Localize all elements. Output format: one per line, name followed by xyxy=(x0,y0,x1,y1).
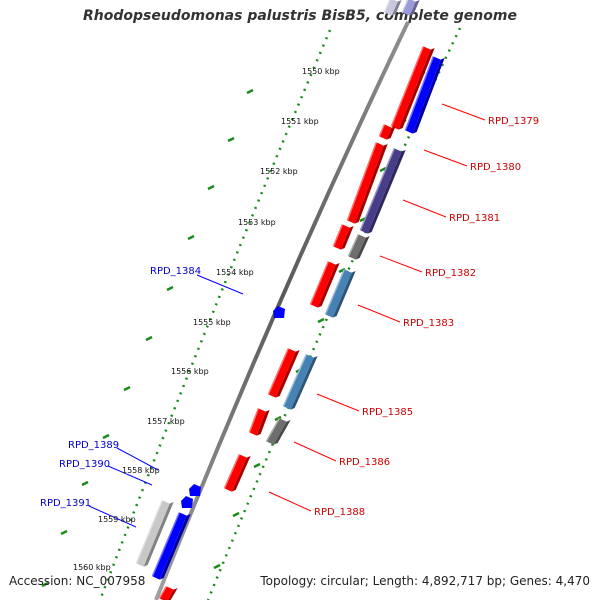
scale-label: 1557 kbp xyxy=(147,417,185,426)
scale-label: 1550 kbp xyxy=(302,67,340,76)
label-leader-line xyxy=(357,304,401,323)
gene-label-rpd-1384[interactable]: RPD_1384 xyxy=(150,266,201,277)
scale-ticks xyxy=(41,70,426,588)
gene-label-rpd-1379[interactable]: RPD_1379 xyxy=(488,116,539,127)
gene-label-rpd-1388[interactable]: RPD_1388 xyxy=(314,507,365,518)
scale-tick xyxy=(145,335,153,342)
gene-arrow-rpd-1380[interactable] xyxy=(404,56,445,134)
gene-label-rpd-1391[interactable]: RPD_1391 xyxy=(40,498,91,509)
gene-arrow-rpd-1379-tail[interactable] xyxy=(378,124,396,140)
gene-labels: RPD_1379 RPD_1380 RPD_1381 RPD_1382 RPD_1383… xyxy=(40,116,539,518)
label-leader-line xyxy=(116,447,159,471)
gene-arrow-rpd-1391-b[interactable] xyxy=(151,512,191,580)
scale-tick xyxy=(227,136,235,143)
gene-arrow-rpd-1383-b[interactable] xyxy=(324,269,356,318)
label-leader-line xyxy=(316,393,360,412)
gene-label-rpd-1383[interactable]: RPD_1383 xyxy=(403,318,454,329)
scale-tick xyxy=(274,415,282,422)
scale-tick xyxy=(60,529,68,536)
gene-arrow-top-faded-a[interactable] xyxy=(383,0,402,16)
scale-label: 1552 kbp xyxy=(260,167,298,176)
gene-arrow-rpd-1382[interactable] xyxy=(332,224,354,250)
gene-label-rpd-1390[interactable]: RPD_1390 xyxy=(59,459,110,470)
accession-text: Accession: NC_007958 xyxy=(9,574,146,588)
gene-leaders xyxy=(88,103,486,528)
scale-tick xyxy=(166,285,174,292)
gene-arrow-rpd-1390[interactable] xyxy=(181,496,193,508)
gene-arrow-rpd-1385-b[interactable] xyxy=(282,354,318,410)
scale-tick xyxy=(232,511,240,518)
scale-label: 1560 kbp xyxy=(73,563,111,572)
label-leader-line xyxy=(88,505,137,528)
gene-label-rpd-1380[interactable]: RPD_1380 xyxy=(470,162,521,173)
gene-arrow-rpd-1388[interactable] xyxy=(223,454,251,492)
gene-arrow-rpd-1386[interactable] xyxy=(248,408,270,436)
gene-arrow-rpd-1382-b[interactable] xyxy=(347,234,370,260)
scale-label: 1558 kbp xyxy=(122,466,160,475)
scale-tick xyxy=(379,166,387,173)
label-leader-line xyxy=(441,103,486,121)
label-leader-line xyxy=(402,199,447,218)
gene-arrow-rpd-1381-b[interactable] xyxy=(359,148,406,234)
scale-tick xyxy=(81,480,89,487)
topology-text: Topology: circular; Length: 4,892,717 bp… xyxy=(260,574,590,588)
label-leader-line xyxy=(196,274,244,295)
gene-label-rpd-1381[interactable]: RPD_1381 xyxy=(449,213,500,224)
gene-arrow-rpd-1389[interactable] xyxy=(189,484,201,496)
label-leader-line xyxy=(293,441,337,462)
scale-label: 1554 kbp xyxy=(216,268,254,277)
gene-label-rpd-1385[interactable]: RPD_1385 xyxy=(362,407,413,418)
scale-tick xyxy=(207,184,215,191)
gene-arrow-rpd-1384[interactable] xyxy=(273,306,285,318)
label-leader-line xyxy=(379,255,423,273)
gene-arrow-rpd-1386-b[interactable] xyxy=(265,417,291,445)
scale-labels: 1550 kbp 1551 kbp 1552 kbp 1553 kbp 1554 kbp… xyxy=(73,67,340,572)
scale-label: 1551 kbp xyxy=(281,117,319,126)
scale-label: 1553 kbp xyxy=(238,218,276,227)
gene-arrow-rpd-1383[interactable] xyxy=(309,261,340,308)
scale-tick xyxy=(102,433,110,440)
gene-arrow-rpd-1385[interactable] xyxy=(267,348,300,398)
scale-tick xyxy=(253,462,261,469)
gene-arrow-edge[interactable] xyxy=(158,585,178,600)
gene-arrows xyxy=(135,0,445,600)
scale-tick xyxy=(317,317,325,324)
scale-tick xyxy=(213,563,221,570)
scale-label: 1555 kbp xyxy=(193,318,231,327)
gene-label-rpd-1382[interactable]: RPD_1382 xyxy=(425,268,476,279)
scale-tick xyxy=(246,88,254,95)
label-leader-line xyxy=(107,465,153,486)
gene-arrow-rpd-1381[interactable] xyxy=(346,142,388,224)
label-leader-line xyxy=(423,149,468,167)
gene-arrow-rpd-1379[interactable] xyxy=(390,46,435,130)
scale-label: 1556 kbp xyxy=(171,367,209,376)
scale-label: 1559 kbp xyxy=(98,515,136,524)
scale-tick xyxy=(187,234,195,241)
gene-label-rpd-1386[interactable]: RPD_1386 xyxy=(339,457,390,468)
gene-arrow-top-faded-b[interactable] xyxy=(401,0,420,16)
gene-arrow-rpd-1391[interactable] xyxy=(135,500,174,567)
gene-label-rpd-1389[interactable]: RPD_1389 xyxy=(68,440,119,451)
scale-tick xyxy=(123,385,131,392)
scale-tick xyxy=(41,581,49,588)
label-leader-line xyxy=(268,491,312,512)
